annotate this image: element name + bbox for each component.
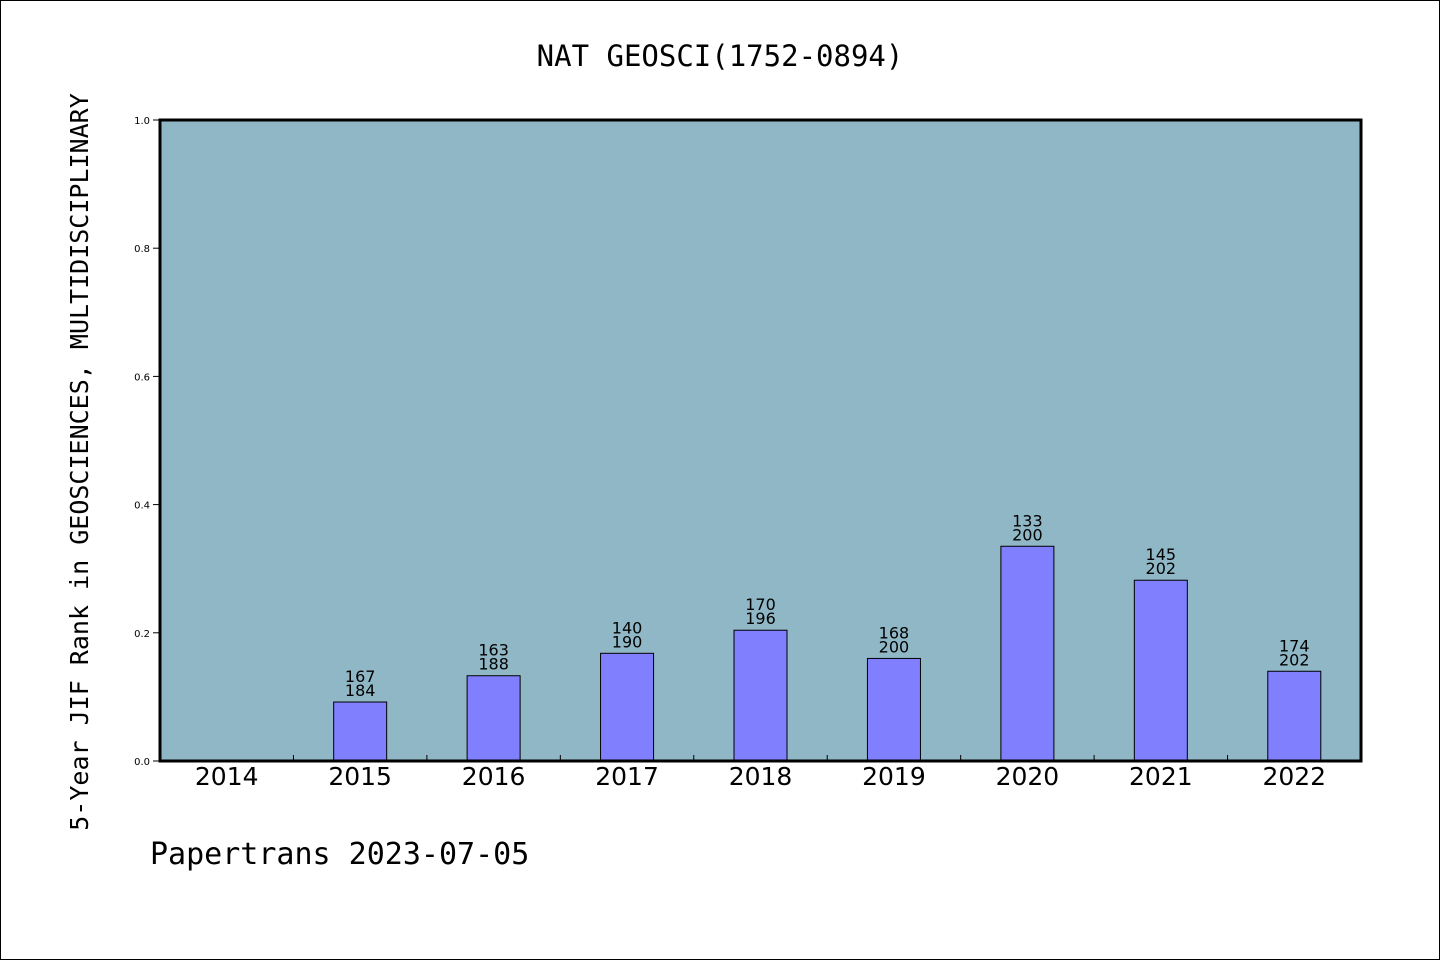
bar-total-label: 196 [745,609,776,628]
y-tick-label: 0.0 [134,757,150,768]
footer-watermark: Papertrans 2023-07-05 [150,837,529,872]
bar [1133,579,1188,762]
bar [733,629,788,762]
x-tick-label: 2017 [595,762,659,791]
bar-total-label: 184 [345,681,376,700]
bar-total-label: 202 [1279,650,1310,669]
chart-title: NAT GEOSCI(1752-0894) [537,39,904,73]
bar [466,675,521,762]
y-tick-label: 0.2 [134,629,150,640]
bar [600,652,655,762]
bar [1267,670,1322,762]
x-tick-label: 2018 [729,762,793,791]
bar-rank-label: 168 [879,623,910,642]
x-tick-label: 2021 [1129,762,1193,791]
y-axis-label: 5-Year JIF Rank in GEOSCIENCES, MULTIDIS… [65,93,94,831]
bar [1000,545,1055,762]
x-tick-label: 2022 [1262,762,1326,791]
bar-total-label: 190 [612,632,643,651]
bar-rank-label: 140 [612,618,643,637]
bar-total-label: 200 [879,637,910,656]
bar-rank-label: 174 [1279,636,1310,655]
y-tick-label: 0.6 [134,372,150,383]
bar-rank-label: 133 [1012,511,1043,530]
y-axis-ticks: 0.0 0.2 0.4 0.6 0.8 1.0 [134,116,160,768]
bar-rank-label: 167 [345,667,376,686]
bar [333,701,388,762]
x-axis-ticks: 2014 2015 2016 2017 2018 2019 2020 2021 2022 [195,755,1326,791]
bar-total-label: 188 [478,655,509,674]
bar-labels-group: 1671841631881401901701961682001332001452… [345,511,1310,700]
bar-rank-label: 163 [478,641,509,660]
x-tick-label: 2020 [996,762,1060,791]
y-tick-label: 0.8 [134,244,150,255]
plot-border [158,118,1363,763]
bar-rank-label: 145 [1146,545,1177,564]
bar-rank-label: 170 [745,595,776,614]
bar [866,657,921,762]
x-tick-label: 2015 [328,762,392,791]
y-tick-label: 1.0 [134,116,150,127]
bars-group [333,545,1322,762]
x-tick-label: 2014 [195,762,259,791]
y-tick-label: 0.4 [134,501,150,512]
x-tick-label: 2016 [462,762,526,791]
bar-total-label: 202 [1146,559,1177,578]
x-tick-label: 2019 [862,762,926,791]
bar-total-label: 200 [1012,525,1043,544]
